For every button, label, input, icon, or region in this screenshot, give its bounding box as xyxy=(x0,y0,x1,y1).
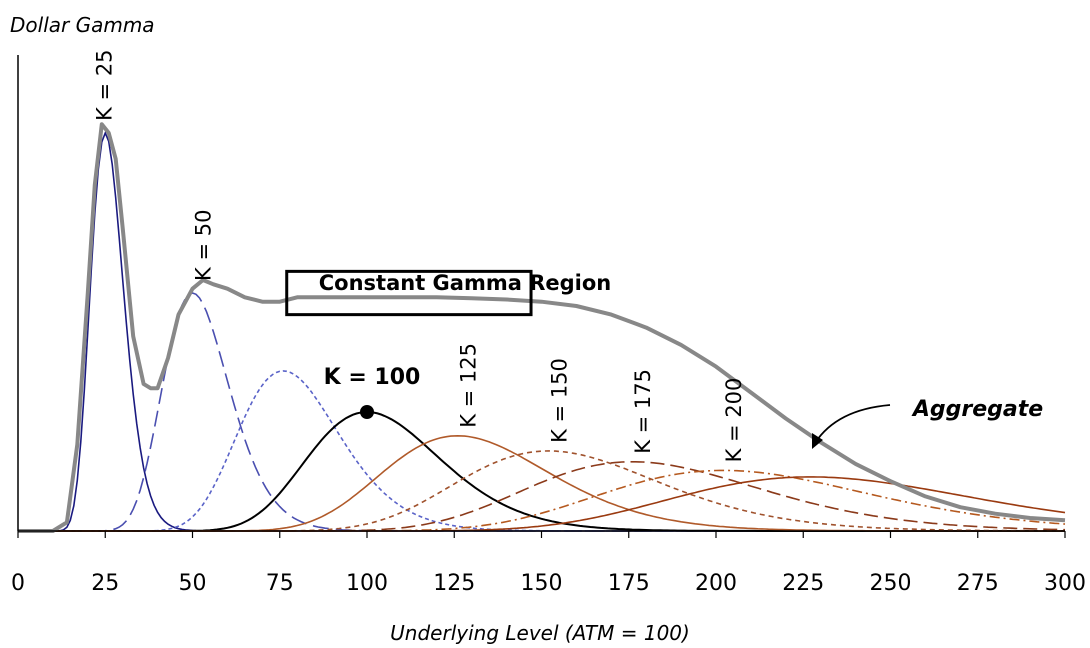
strike-curve-25 xyxy=(21,130,1065,532)
strike-label-150: K = 150 xyxy=(548,358,572,443)
constant-gamma-region-title: Constant Gamma Region xyxy=(319,271,611,295)
strike-label-125: K = 125 xyxy=(457,343,481,428)
series-layer xyxy=(21,130,1066,532)
aggregate-label: Aggregate xyxy=(911,397,1043,422)
strike-label-175: K = 175 xyxy=(631,369,655,454)
x-tick-label: 50 xyxy=(179,571,207,596)
x-tick-label: 125 xyxy=(433,571,475,596)
strike-label-200: K = 200 xyxy=(722,378,746,463)
strike-curve-50 xyxy=(21,292,1065,532)
label-layer: K = 25 K = 50 K = 100 K = 125 K = 150 K = 175… xyxy=(92,49,746,462)
x-tick-label: 100 xyxy=(346,571,388,596)
x-tick-label: 0 xyxy=(11,571,25,596)
x-tick-label: 175 xyxy=(608,571,650,596)
strike-curve-75 xyxy=(21,370,1065,532)
k100-highlight-point xyxy=(360,405,374,419)
x-tick-label: 150 xyxy=(521,571,563,596)
constant-gamma-region-box xyxy=(285,269,533,317)
x-tick-label: 275 xyxy=(957,571,999,596)
aggregate-layer xyxy=(18,122,1066,533)
x-tick-label: 25 xyxy=(91,571,119,596)
x-tick-label: 200 xyxy=(695,571,737,596)
x-axis-label: Underlying Level (ATM = 100) xyxy=(390,621,690,645)
x-tick-label: 250 xyxy=(870,571,912,596)
strike-label-100: K = 100 xyxy=(324,365,421,390)
y-axis-label: Dollar Gamma xyxy=(10,13,155,37)
strike-curve-175 xyxy=(21,461,1066,532)
strike-curve-225 xyxy=(21,476,1066,532)
x-tick-label: 225 xyxy=(782,571,824,596)
x-tick-label: 75 xyxy=(266,571,294,596)
strike-label-50: K = 50 xyxy=(192,210,216,281)
aggregate-curve xyxy=(18,122,1066,533)
strike-curve-200 xyxy=(21,469,1066,532)
strike-label-25: K = 25 xyxy=(92,49,116,120)
strike-curve-125 xyxy=(21,434,1065,532)
x-tick-layer: 0 25 50 75 100 125 150 175 200 225 250 275 300 xyxy=(11,531,1086,596)
x-tick-label: 300 xyxy=(1044,571,1086,596)
aggregate-arrowhead xyxy=(812,433,823,449)
aggregate-arrow xyxy=(814,404,891,444)
